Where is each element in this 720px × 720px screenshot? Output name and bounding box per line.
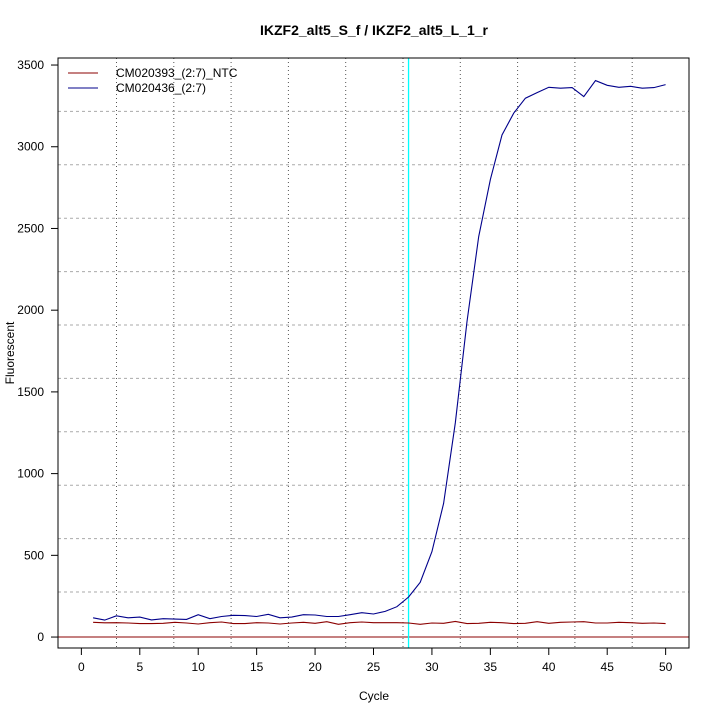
y-tick-label: 500 [24,548,44,562]
x-tick-label: 25 [367,660,381,674]
reference-lines [58,58,689,648]
x-tick-label: 45 [601,660,615,674]
y-tick-label: 3000 [17,140,44,154]
x-tick-label: 10 [192,660,206,674]
series-line-0 [93,620,666,625]
y-tick-label: 1000 [17,467,44,481]
x-tick-label: 50 [659,660,673,674]
x-tick-label: 5 [136,660,143,674]
x-tick-label: 30 [425,660,439,674]
y-axis: 0 500 1000 1500 2000 2500 3000 3500 [17,58,59,644]
legend: CM020393_(2:7)_NTC CM020436_(2:7) [68,66,238,95]
y-tick-label: 1500 [17,385,44,399]
x-tick-label: 0 [78,660,85,674]
y-tick-label: 2000 [17,303,44,317]
x-axis: 0 5 10 15 20 25 30 35 40 45 50 [78,647,673,674]
series-lines [92,79,666,625]
series-line-1 [92,79,666,621]
y-axis-label: Fluorescent [3,321,17,384]
plot-frame [57,57,690,649]
y-tick-label: 2500 [17,221,44,235]
x-tick-label: 35 [484,660,498,674]
x-tick-label: 15 [250,660,264,674]
y-tick-label: 3500 [17,58,44,72]
grid [58,58,689,648]
chart-title: IKZF2_alt5_S_f / IKZF2_alt5_L_1_r [260,22,489,38]
x-tick-label: 20 [308,660,322,674]
legend-label-sample: CM020436_(2:7) [116,81,206,95]
x-tick-label: 40 [542,660,556,674]
x-axis-label: Cycle [359,689,389,703]
y-tick-label: 0 [37,630,44,644]
legend-label-ntc: CM020393_(2:7)_NTC [116,66,238,80]
